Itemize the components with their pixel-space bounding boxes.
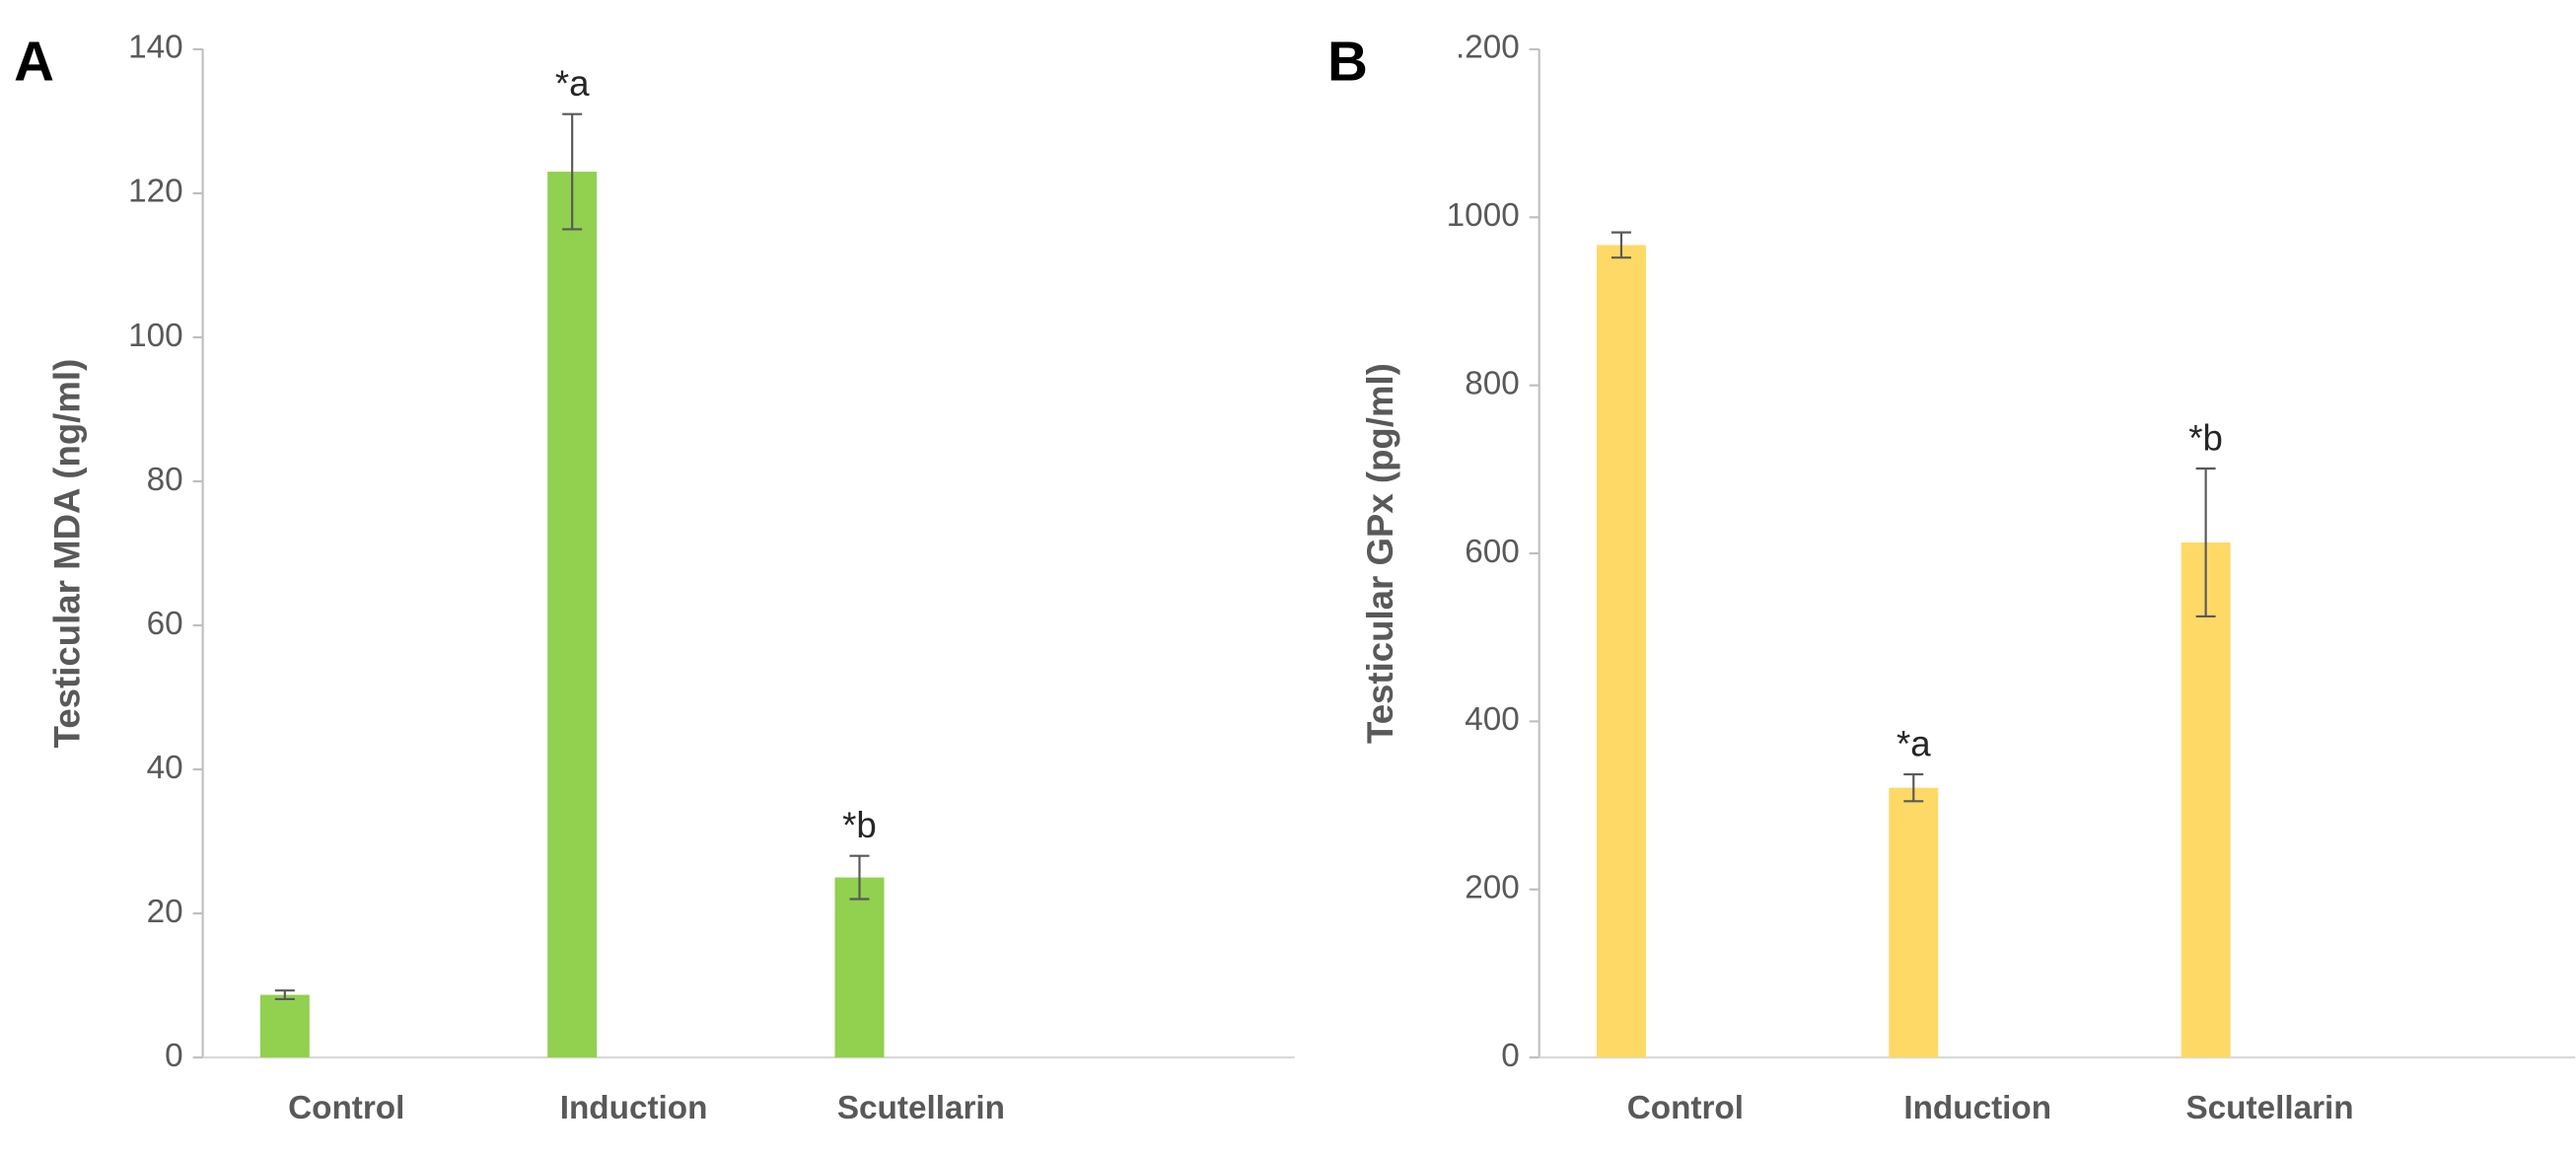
bar	[2181, 542, 2231, 1058]
y-tick-label: 400	[1465, 701, 1520, 738]
bar	[547, 172, 598, 1058]
y-tick-label: 800	[1465, 365, 1520, 401]
error-bar	[2195, 467, 2216, 617]
annotation: *b	[2188, 417, 2223, 458]
y-axis-label: Testicular MDA (ng/ml)	[46, 359, 87, 749]
annotation: *a	[555, 63, 590, 104]
error-bar	[1903, 772, 1924, 803]
y-tick-label: 60	[147, 606, 183, 642]
category-label: Control	[288, 1090, 404, 1126]
bar	[1889, 787, 1939, 1058]
bar	[259, 994, 310, 1058]
annotation: *b	[842, 805, 877, 845]
error-bar	[849, 854, 870, 901]
category-label: Induction	[1903, 1090, 2051, 1126]
y-tick-label: 40	[147, 750, 183, 786]
y-tick-label: 100	[128, 318, 183, 354]
bar	[1596, 245, 1646, 1058]
error-bar	[274, 989, 295, 1001]
error-bar	[1610, 231, 1631, 259]
y-tick-label: 20	[147, 894, 183, 930]
panel-label: B	[1327, 31, 1368, 93]
category-label: Scutellarin	[2185, 1090, 2353, 1126]
bar	[834, 877, 885, 1058]
category-label: Control	[1627, 1090, 1744, 1126]
y-tick-label: .200	[1456, 30, 1520, 66]
y-tick-label: 600	[1465, 534, 1520, 570]
y-tick-label: 120	[128, 174, 183, 210]
annotation: *a	[1896, 723, 1931, 763]
y-tick-label: 1000	[1447, 197, 1520, 234]
y-tick-label: 200	[1465, 870, 1520, 906]
y-tick-label: 140	[128, 30, 183, 66]
y-axis-label: Testicular GPx (pg/ml)	[1360, 363, 1400, 744]
category-label: Induction	[560, 1090, 708, 1126]
error-bar	[562, 112, 583, 231]
category-label: Scutellarin	[837, 1090, 1005, 1126]
y-tick-label: 0	[1501, 1038, 1520, 1074]
y-tick-label: 0	[165, 1038, 183, 1074]
y-tick-label: 80	[147, 462, 183, 498]
panel-label: A	[14, 31, 54, 93]
